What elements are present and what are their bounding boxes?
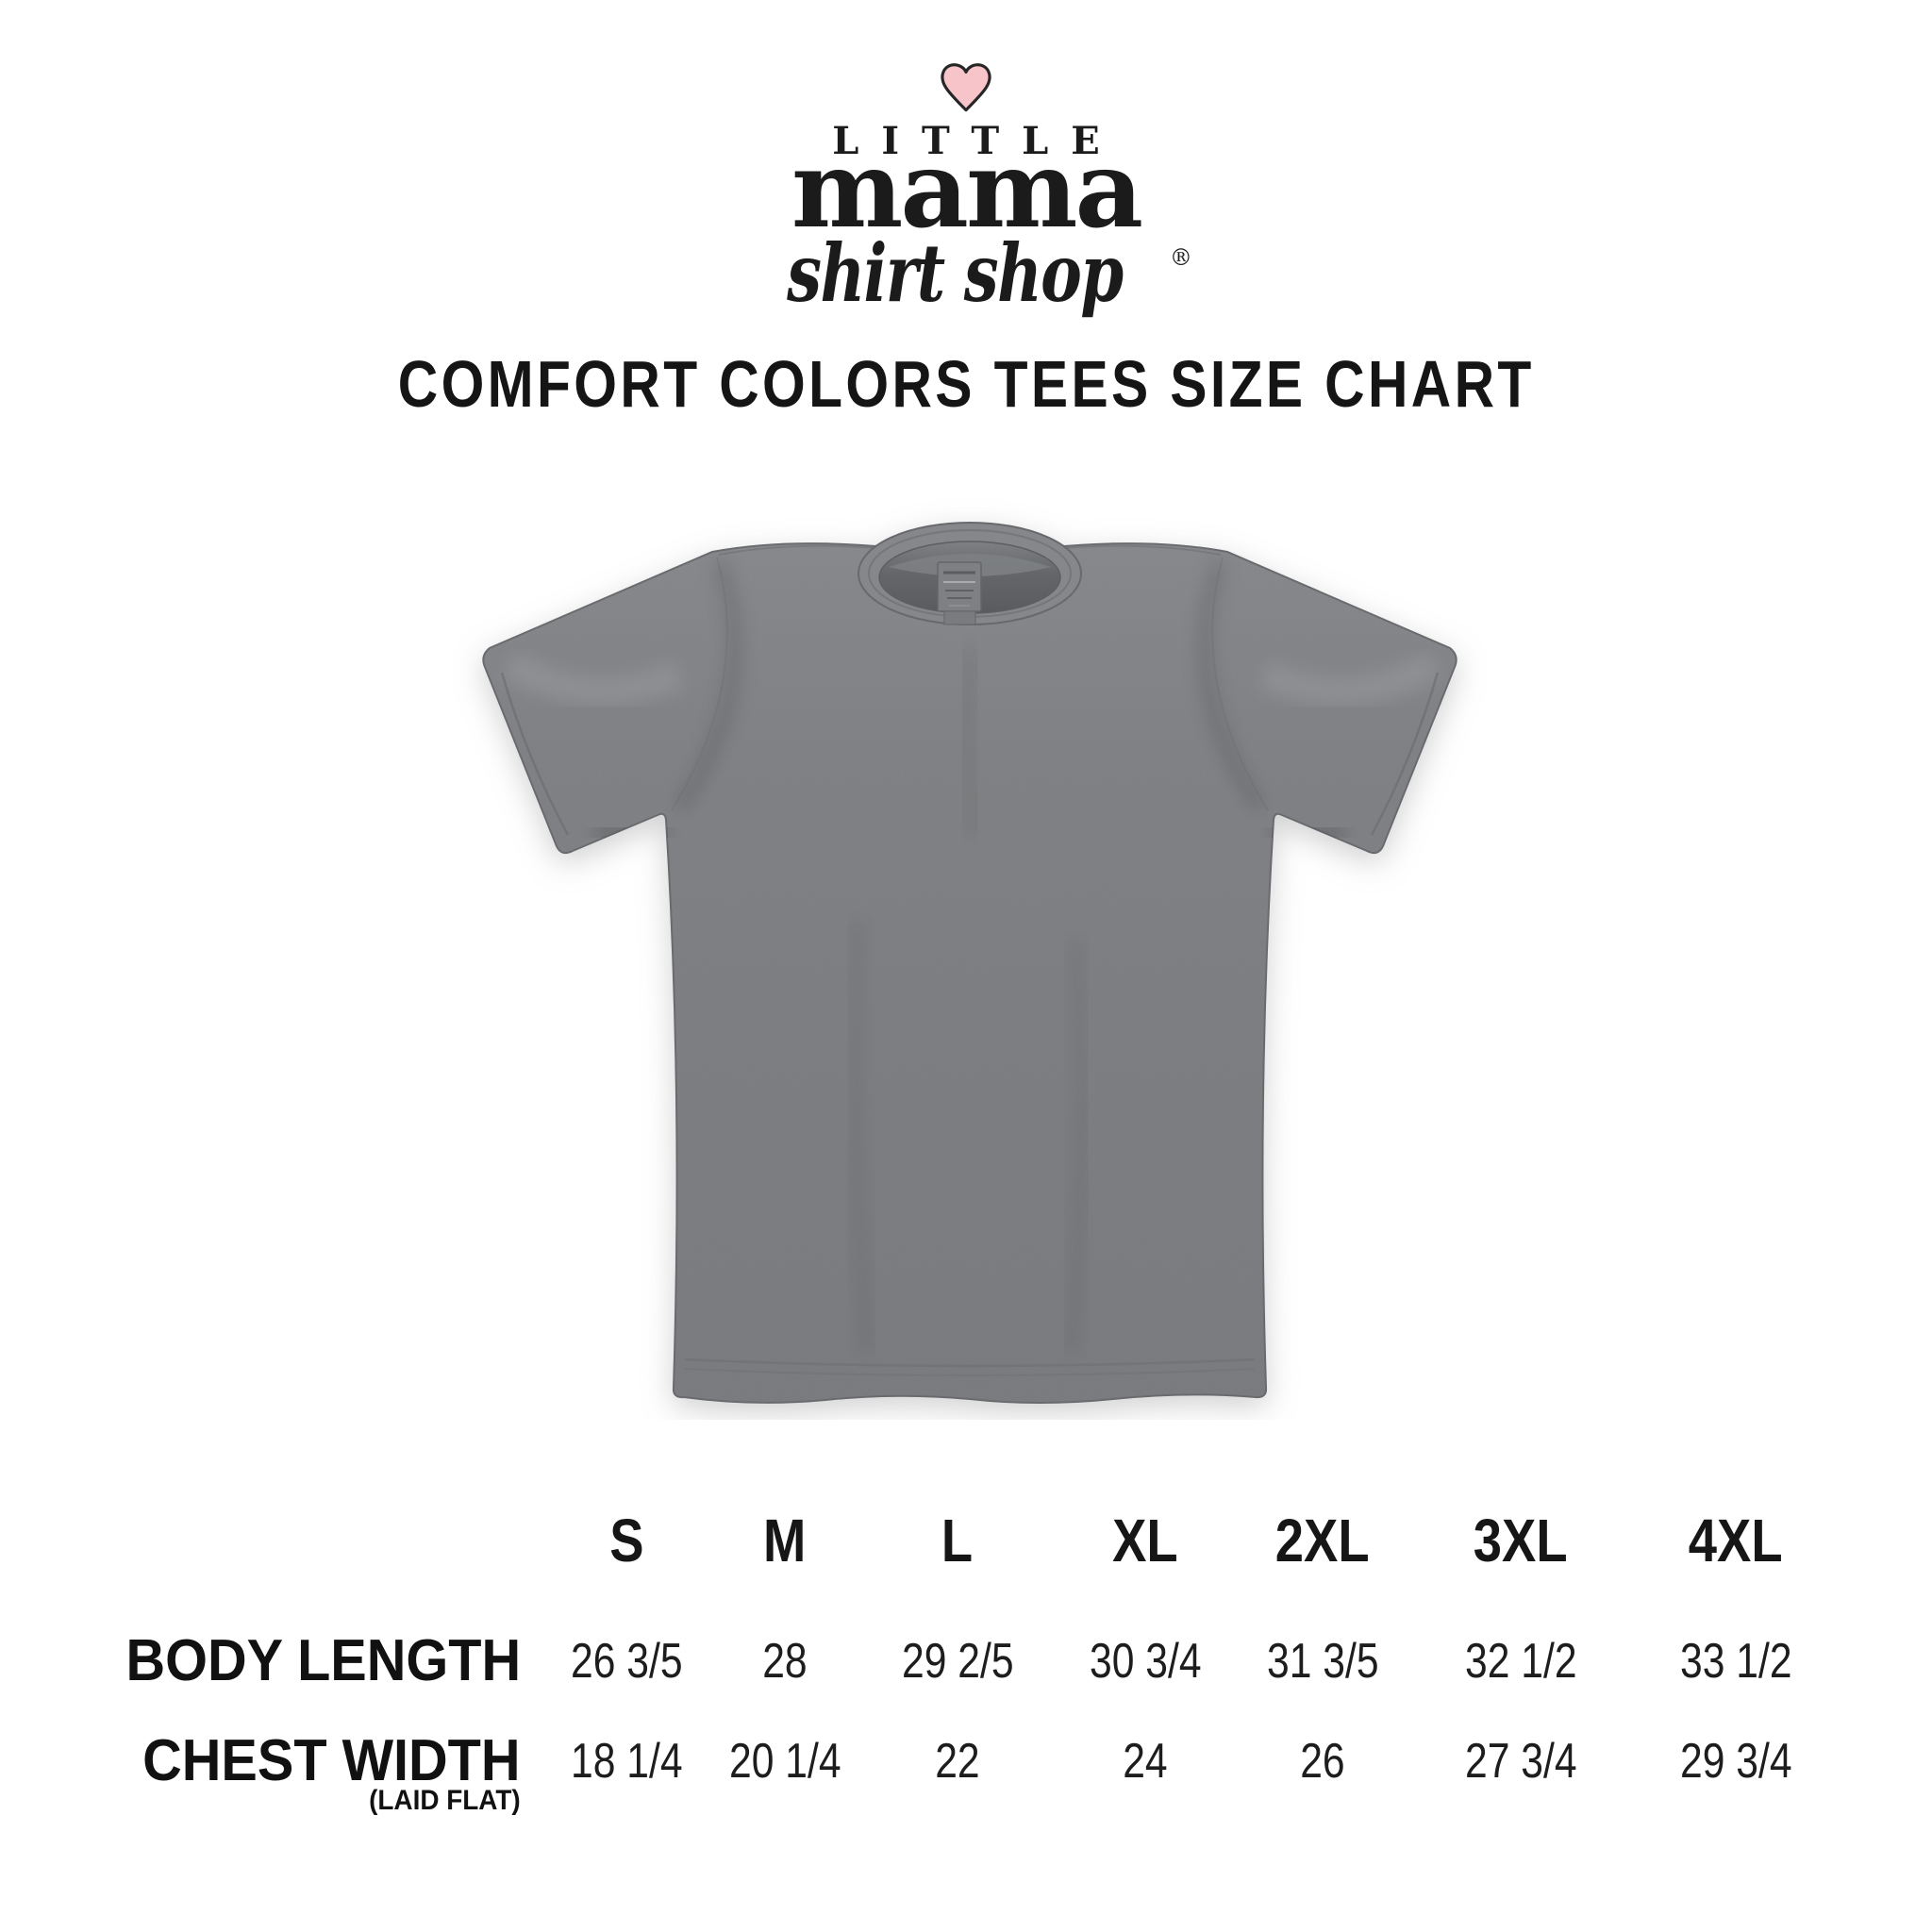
chest-width-l: 22 (935, 1734, 980, 1789)
sleeve-stitch-left (500, 672, 570, 836)
size-col-header-3xl: 3XL (1474, 1507, 1568, 1574)
brand-logo (0, 60, 1932, 120)
body-length-xl: 30 3/4 (1089, 1634, 1202, 1689)
chest-width-4xl: 29 3/4 (1679, 1734, 1792, 1789)
chest-width-row: CHEST WIDTH (LAID FLAT) 18 1/4 20 1/4 22… (0, 1728, 1932, 1815)
brand-name-shirt-shop: shirt shop ® (0, 234, 1932, 313)
body-length-3xl: 32 1/2 (1464, 1634, 1577, 1689)
brand-name-shirt-shop-text: shirt shop (787, 226, 1124, 320)
chest-width-sublabel: (LAID FLAT) (369, 1785, 521, 1816)
size-col-header-s: S (608, 1507, 644, 1574)
chest-width-s: 18 1/4 (570, 1734, 683, 1789)
tshirt-photo (453, 429, 1491, 1420)
body-length-s: 26 3/5 (570, 1634, 683, 1689)
chest-width-label: CHEST WIDTH (142, 1728, 521, 1793)
care-tag (937, 561, 982, 625)
size-col-header-m: M (763, 1507, 807, 1574)
body-length-label: BODY LENGTH (125, 1628, 521, 1693)
chest-width-2xl: 26 (1300, 1734, 1345, 1789)
size-col-header-xl: XL (1112, 1507, 1178, 1574)
body-length-4xl: 33 1/2 (1679, 1634, 1792, 1689)
chest-width-m: 20 1/4 (728, 1734, 841, 1789)
size-header-row: S M L XL 2XL 3XL 4XL (0, 1507, 1932, 1574)
brand-name-mama: mama (791, 128, 1143, 252)
body-length-2xl: 31 3/5 (1266, 1634, 1379, 1689)
heart-icon (941, 63, 991, 112)
size-col-header-2xl: 2XL (1275, 1507, 1370, 1574)
body-length-l: 29 2/5 (901, 1634, 1014, 1689)
chest-width-xl: 24 (1123, 1734, 1168, 1789)
body-length-m: 28 (762, 1634, 808, 1689)
body-length-row: BODY LENGTH 26 3/5 28 29 2/5 30 3/4 31 3… (0, 1628, 1932, 1694)
size-col-header-l: L (941, 1507, 974, 1574)
registered-trademark-symbol: ® (1169, 244, 1192, 271)
brand-name-little: LITTLE (832, 119, 1123, 163)
page-title: COMFORT COLORS TEES SIZE CHART (397, 347, 1535, 421)
chest-width-3xl: 27 3/4 (1464, 1734, 1577, 1789)
size-col-header-4xl: 4XL (1689, 1507, 1783, 1574)
sleeve-stitch-right (1370, 672, 1440, 836)
tshirt-image (482, 522, 1457, 1404)
